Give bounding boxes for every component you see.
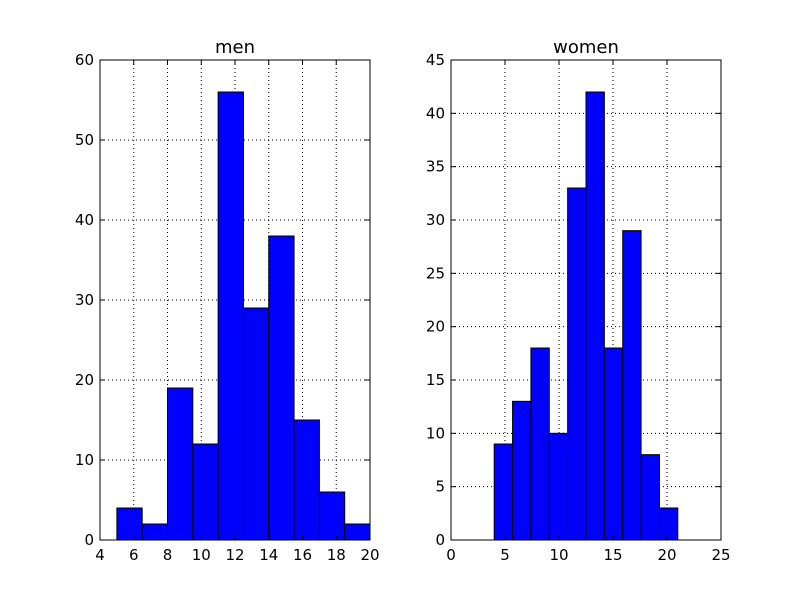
bar bbox=[548, 432, 569, 541]
chart-title: men bbox=[215, 37, 255, 58]
x-tick-label: 25 bbox=[711, 546, 730, 564]
bar bbox=[530, 347, 550, 541]
y-tick-label: 40 bbox=[426, 104, 445, 122]
bar bbox=[192, 443, 219, 541]
bar bbox=[640, 454, 660, 541]
bar bbox=[344, 523, 371, 541]
bar bbox=[493, 443, 514, 541]
x-tick-label: 15 bbox=[603, 546, 622, 564]
bar bbox=[116, 507, 143, 541]
y-tick-label: 25 bbox=[426, 264, 445, 282]
y-tick-label: 30 bbox=[426, 211, 445, 229]
x-tick-label: 12 bbox=[225, 546, 244, 564]
bar bbox=[318, 491, 346, 541]
y-tick-label: 5 bbox=[435, 478, 445, 496]
bar bbox=[217, 91, 244, 541]
bar bbox=[512, 400, 532, 541]
y-tick-label: 10 bbox=[426, 424, 445, 442]
x-tick-label: 16 bbox=[293, 546, 312, 564]
x-tick-label: 4 bbox=[95, 546, 105, 564]
y-tick-label: 15 bbox=[426, 371, 445, 389]
bar bbox=[603, 347, 624, 541]
y-tick-label: 40 bbox=[75, 211, 94, 229]
x-tick-label: 18 bbox=[327, 546, 346, 564]
y-tick-label: 20 bbox=[426, 318, 445, 336]
bar bbox=[622, 230, 642, 541]
y-tick-label: 45 bbox=[426, 51, 445, 69]
bar bbox=[585, 91, 605, 541]
bar bbox=[242, 307, 270, 541]
histogram-women: 0 5 10 15 20 25 0 5 10 15 20 25 30 35 40 45 women bbox=[426, 37, 731, 564]
x-tick-label: 20 bbox=[657, 546, 676, 564]
chart-title: women bbox=[553, 37, 619, 58]
bar bbox=[293, 419, 320, 541]
x-tick-label: 14 bbox=[259, 546, 278, 564]
y-tick-label: 0 bbox=[84, 531, 94, 549]
bar bbox=[658, 507, 679, 541]
x-tick-label: 10 bbox=[549, 546, 568, 564]
bar bbox=[567, 187, 587, 541]
axes-frame bbox=[450, 59, 722, 541]
bar bbox=[268, 235, 295, 541]
y-tick-label: 30 bbox=[75, 291, 94, 309]
histogram-men: 4 6 8 10 12 14 16 18 20 0 10 20 30 40 50 60 men bbox=[75, 37, 380, 564]
y-tick-label: 60 bbox=[75, 51, 94, 69]
x-tick-label: 5 bbox=[500, 546, 510, 564]
x-tick-label: 6 bbox=[129, 546, 139, 564]
x-tick-label: 8 bbox=[163, 546, 173, 564]
x-tick-label: 10 bbox=[192, 546, 211, 564]
x-tick-label: 0 bbox=[446, 546, 456, 564]
bar bbox=[141, 523, 168, 541]
y-tick-label: 10 bbox=[75, 451, 94, 469]
y-tick-label: 0 bbox=[435, 531, 445, 549]
x-tick-label: 20 bbox=[360, 546, 379, 564]
bar bbox=[167, 387, 194, 541]
y-tick-label: 20 bbox=[75, 371, 94, 389]
y-tick-label: 50 bbox=[75, 131, 94, 149]
y-tick-label: 35 bbox=[426, 158, 445, 176]
